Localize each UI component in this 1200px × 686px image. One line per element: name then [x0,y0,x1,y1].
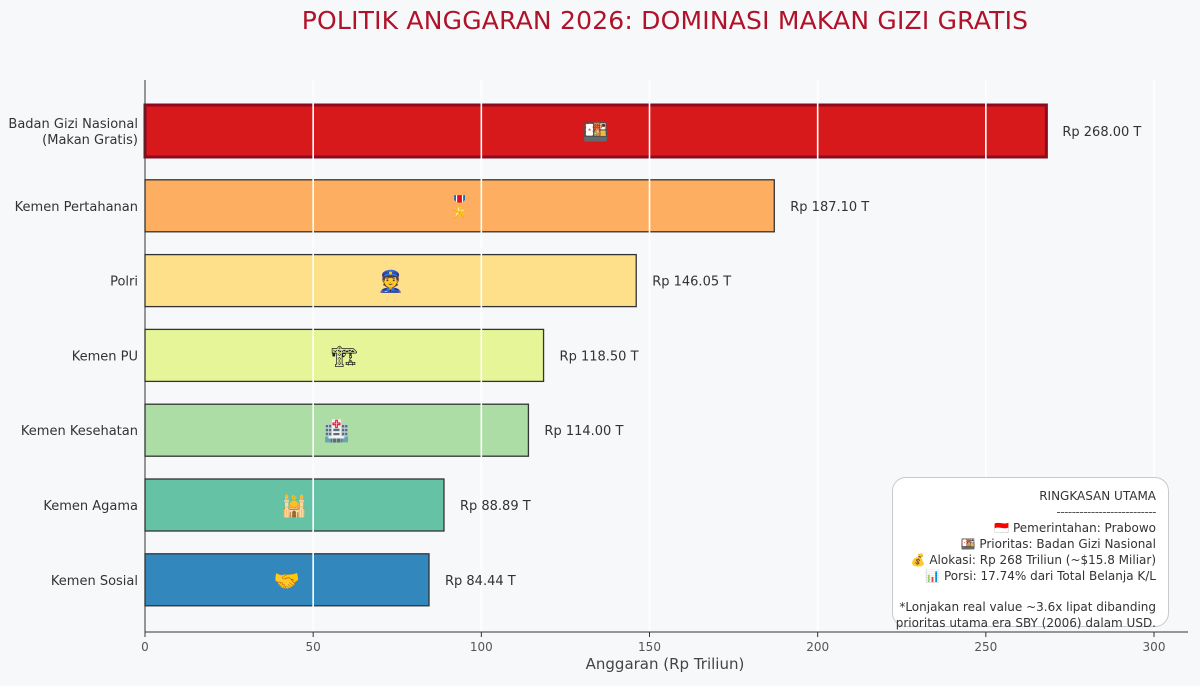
x-tick-label: 100 [470,640,493,654]
summary-separator: -------------------------- [1056,505,1156,519]
summary-title: RINGKASAN UTAMA [1039,489,1156,503]
summary-line-allocation: 💰 Alokasi: Rp 268 Triliun (~$15.8 Miliar… [910,553,1156,567]
value-label: Rp 118.50 T [560,349,639,364]
category-label: Kemen PU [72,349,138,364]
bar [144,253,637,308]
value-label: Rp 146.05 T [652,275,731,290]
bar-icon: 🎖️ [447,194,473,219]
bar [144,553,430,607]
bar [144,179,775,233]
x-tick-label: 150 [638,640,661,654]
bar-icon: 🏗 [331,344,358,368]
x-tick-label: 300 [1143,640,1166,654]
category-label: Kemen Pertahanan [15,200,138,215]
x-tick-label: 50 [306,640,321,654]
bar-icon: 🏥 [324,418,350,443]
value-label: Rp 114.00 T [544,424,623,439]
category-label: Polri [110,275,138,290]
x-tick-label: 0 [141,640,149,654]
category-label: Kemen Agama [43,499,138,514]
x-tick-label: 250 [974,640,997,654]
value-label: Rp 268.00 T [1062,125,1141,140]
chart-title: POLITIK ANGGARAN 2026: DOMINASI MAKAN GI… [301,6,1029,35]
category-label: (Makan Gratis) [42,133,138,148]
x-axis-title: Anggaran (Rp Triliun) [586,655,745,673]
summary-line-share: 📊 Porsi: 17.74% dari Total Belanja K/L [925,569,1156,583]
value-label: Rp 187.10 T [790,200,869,215]
bar-icon: 🕌 [281,493,307,518]
category-label: Kemen Kesehatan [21,424,138,439]
value-label: Rp 84.44 T [445,574,516,589]
bar [144,328,545,383]
x-tick-label: 200 [806,640,829,654]
summary-note-line-2: prioritas utama era SBY (2006) dalam USD… [895,616,1156,630]
bar [143,103,1048,159]
summary-note-line-1: *Lonjakan real value ~3.6x lipat dibandi… [899,600,1156,614]
summary-line-government: 🇮🇩 Pemerintahan: Prabowo [994,521,1156,535]
category-label: Badan Gizi Nasional [8,117,138,132]
category-label: Kemen Sosial [51,574,138,589]
bar-icon: 👮 [378,269,404,294]
bar [144,403,530,457]
bar-icon: 🤝 [274,569,300,593]
summary-line-priority: 🍱 Prioritas: Badan Gizi Nasional [960,537,1156,551]
bar-icon: 🍱 [583,120,609,144]
summary-box: RINGKASAN UTAMA ------------------------… [892,477,1169,630]
bar [144,478,445,532]
value-label: Rp 88.89 T [460,499,531,514]
